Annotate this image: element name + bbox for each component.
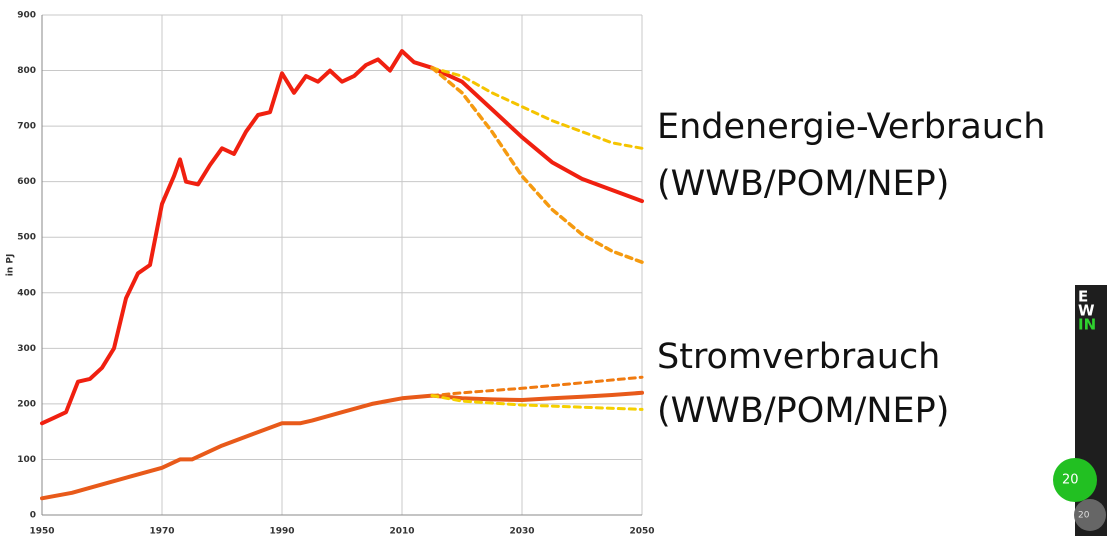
thumbnail-text: IN [1078,316,1096,334]
series-line [430,66,644,150]
x-tick-label: 2010 [389,527,414,536]
y-tick-label: 300 [17,344,36,354]
y-tick-label: 500 [17,233,36,243]
annotation: (WWB/POM/NEP) [657,164,949,204]
annotation: (WWB/POM/NEP) [657,391,949,431]
thumbnail-badge-text: 20 [1062,473,1079,488]
y-tick-label: 200 [17,399,36,409]
x-tick-label: 1970 [149,527,174,536]
y-axis-label: in PJ [6,254,16,277]
y-tick-label: 700 [17,122,36,132]
series-line [430,66,644,264]
thumbnail-badge [1074,499,1106,531]
x-tick-label: 2030 [509,527,534,536]
thumbnail-text: W [1078,302,1095,320]
series-line [430,375,644,398]
thumbnail-badge [1053,458,1097,502]
annotation: Stromverbrauch [657,337,940,377]
series-line [40,49,644,426]
annotation: Endenergie-Verbrauch [657,107,1045,147]
thumbnail-text: E [1078,288,1088,306]
x-tick-label: 1990 [269,527,294,536]
y-tick-label: 800 [17,66,36,76]
series-line [40,390,644,501]
thumbnail-badge-text: 20 [1078,511,1090,521]
x-tick-label: 2050 [629,527,654,536]
y-tick-label: 600 [17,177,36,187]
series-line [430,394,644,411]
x-tick-label: 1950 [29,527,54,536]
y-tick-label: 100 [17,455,36,465]
y-tick-label: 900 [17,11,36,21]
y-tick-label: 400 [17,288,36,298]
y-tick-label: 0 [30,511,36,521]
